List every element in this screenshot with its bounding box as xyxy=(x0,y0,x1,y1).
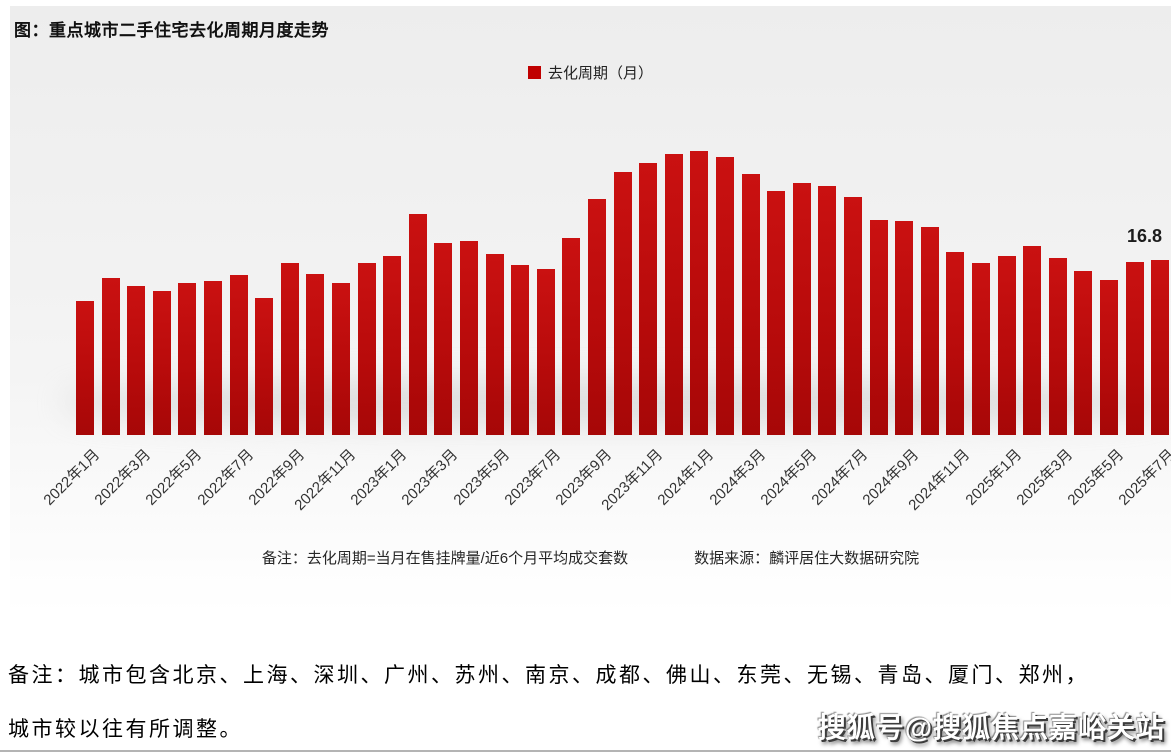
bar xyxy=(895,221,913,435)
bar xyxy=(614,172,632,435)
footnote-note: 备注：去化周期=当月在售挂牌量/近6个月平均成交套数 xyxy=(261,550,629,567)
bar xyxy=(793,183,811,435)
bar xyxy=(1100,280,1118,435)
watermark: 搜狐号@搜狐焦点嘉峪关站 xyxy=(817,712,1165,743)
bar xyxy=(230,275,248,435)
bar xyxy=(383,256,401,435)
chart-footnote: 备注：去化周期=当月在售挂牌量/近6个月平均成交套数 数据来源：麟评居住大数据研… xyxy=(10,547,1171,568)
bottom-note-line1: 备注：城市包含北京、上海、深圳、广州、苏州、南京、成都、佛山、东莞、无锡、青岛、… xyxy=(8,663,1089,687)
bar xyxy=(1049,258,1067,435)
bar xyxy=(204,281,222,435)
bar xyxy=(486,254,504,435)
bar xyxy=(972,263,990,435)
bar xyxy=(1074,271,1092,435)
bar xyxy=(255,298,273,435)
chart-panel: 图：重点城市二手住宅去化周期月度走势 去化周期（月） 16.8 2022年1月 2… xyxy=(10,6,1171,614)
bar xyxy=(306,274,324,435)
bar xyxy=(742,174,760,435)
bar xyxy=(665,154,683,435)
bar xyxy=(537,269,555,435)
plot-area xyxy=(76,135,1170,435)
bar xyxy=(1126,262,1144,435)
bar xyxy=(562,238,580,435)
bar xyxy=(511,265,529,435)
bar xyxy=(409,214,427,435)
bottom-notes: 备注：城市包含北京、上海、深圳、广州、苏州、南京、成都、佛山、东莞、无锡、青岛、… xyxy=(8,648,1168,756)
bottom-divider xyxy=(0,750,1171,752)
bottom-note-line2: 城市较以往有所调整。 xyxy=(8,717,243,741)
chart-title: 图：重点城市二手住宅去化周期月度走势 xyxy=(14,21,329,40)
bar xyxy=(639,163,657,435)
bar xyxy=(358,263,376,435)
bar xyxy=(588,199,606,435)
legend: 去化周期（月） xyxy=(10,62,1171,83)
bar xyxy=(178,283,196,435)
bar xyxy=(332,283,350,435)
bar xyxy=(102,278,120,435)
bar xyxy=(998,256,1016,435)
bar xyxy=(844,197,862,435)
legend-swatch-icon xyxy=(527,66,541,79)
bar xyxy=(946,252,964,435)
bar xyxy=(870,220,888,435)
bar xyxy=(127,286,145,435)
bar xyxy=(76,301,94,435)
bar xyxy=(818,186,836,435)
bar xyxy=(716,157,734,435)
last-value-label: 16.8 xyxy=(1126,226,1162,246)
bar xyxy=(153,291,171,435)
bar xyxy=(767,191,785,435)
legend-label: 去化周期（月） xyxy=(547,65,653,82)
bar xyxy=(460,241,478,435)
bar xyxy=(434,243,452,435)
footnote-source: 数据来源：麟评居住大数据研究院 xyxy=(694,550,920,567)
bar xyxy=(921,227,939,435)
bar xyxy=(281,263,299,435)
bar xyxy=(1151,260,1169,435)
x-axis-labels: 2022年1月 2022年3月 2022年5月 2022年7月 2022年9月 2022年… xyxy=(10,444,1171,544)
bar xyxy=(690,151,708,435)
bar xyxy=(1023,246,1041,435)
